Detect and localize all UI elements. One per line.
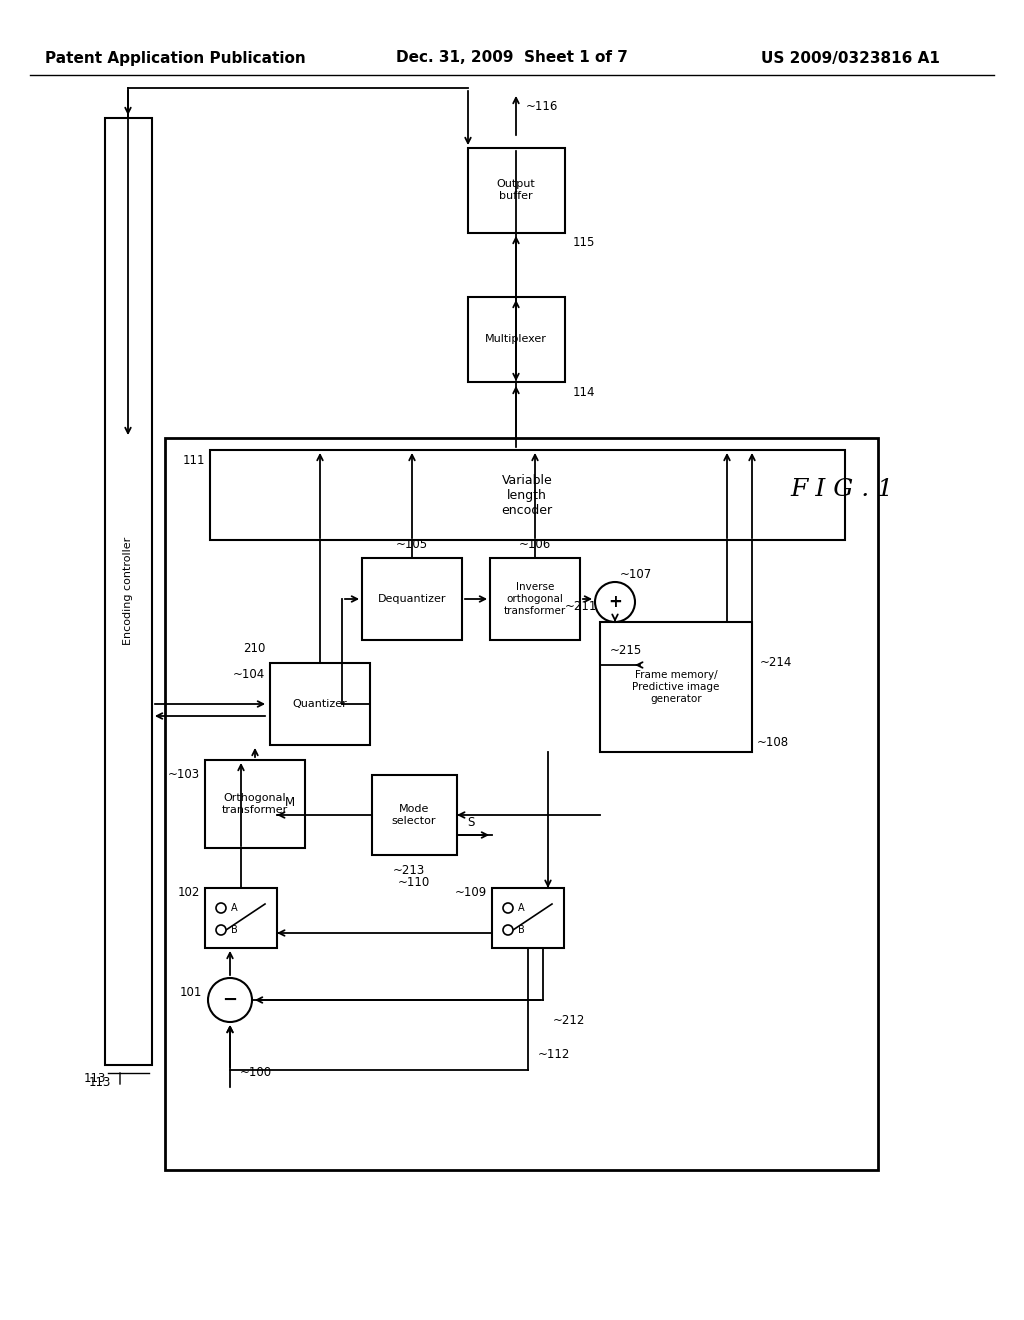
Text: Inverse
orthogonal
transformer: Inverse orthogonal transformer bbox=[504, 582, 566, 615]
Text: Frame memory/
Predictive image
generator: Frame memory/ Predictive image generator bbox=[632, 671, 720, 704]
Text: ~107: ~107 bbox=[620, 568, 652, 581]
Text: Output
buffer: Output buffer bbox=[497, 180, 536, 201]
Circle shape bbox=[503, 903, 513, 913]
Bar bbox=[105, 117, 152, 1065]
Bar bbox=[490, 558, 580, 640]
Text: US 2009/0323816 A1: US 2009/0323816 A1 bbox=[761, 50, 939, 66]
Text: 113: 113 bbox=[89, 1077, 112, 1089]
Text: −: − bbox=[222, 991, 238, 1008]
Text: A: A bbox=[518, 903, 524, 913]
Text: Dequantizer: Dequantizer bbox=[378, 594, 446, 605]
Text: 114: 114 bbox=[573, 385, 596, 399]
Bar bbox=[600, 622, 752, 752]
Circle shape bbox=[503, 925, 513, 935]
Bar bbox=[165, 438, 878, 1170]
Text: 210: 210 bbox=[243, 643, 265, 656]
Bar bbox=[205, 760, 305, 847]
Bar bbox=[270, 663, 370, 744]
Bar bbox=[362, 558, 462, 640]
Text: Patent Application Publication: Patent Application Publication bbox=[45, 50, 305, 66]
Text: 101: 101 bbox=[179, 986, 202, 998]
Bar bbox=[492, 888, 564, 948]
Text: 102: 102 bbox=[177, 887, 200, 899]
Text: ~104: ~104 bbox=[232, 668, 265, 681]
Text: ~214: ~214 bbox=[760, 656, 793, 668]
Text: ~105: ~105 bbox=[396, 537, 428, 550]
Circle shape bbox=[216, 925, 226, 935]
Text: Orthogonal
transformer: Orthogonal transformer bbox=[222, 793, 288, 814]
Bar bbox=[468, 148, 565, 234]
Text: ~212: ~212 bbox=[553, 1014, 586, 1027]
Text: ~211: ~211 bbox=[564, 601, 597, 614]
Text: A: A bbox=[231, 903, 238, 913]
Text: F I G . 1: F I G . 1 bbox=[790, 479, 893, 502]
Text: +: + bbox=[608, 593, 622, 611]
Circle shape bbox=[595, 582, 635, 622]
Text: B: B bbox=[518, 925, 524, 935]
Bar bbox=[468, 297, 565, 381]
Text: Variable
length
encoder: Variable length encoder bbox=[502, 474, 553, 516]
Text: 111: 111 bbox=[182, 454, 205, 466]
Text: Dec. 31, 2009  Sheet 1 of 7: Dec. 31, 2009 Sheet 1 of 7 bbox=[396, 50, 628, 66]
Text: ~110: ~110 bbox=[398, 876, 430, 890]
Text: Multiplexer: Multiplexer bbox=[485, 334, 547, 345]
Text: S: S bbox=[467, 817, 474, 829]
Text: ~112: ~112 bbox=[538, 1048, 570, 1061]
Text: ~108: ~108 bbox=[757, 735, 790, 748]
Text: ~215: ~215 bbox=[610, 644, 642, 657]
Text: ~100: ~100 bbox=[240, 1065, 272, 1078]
Text: M: M bbox=[285, 796, 295, 809]
Text: Mode
selector: Mode selector bbox=[392, 804, 436, 826]
Bar bbox=[205, 888, 278, 948]
Bar bbox=[372, 775, 457, 855]
Circle shape bbox=[216, 903, 226, 913]
Bar bbox=[210, 450, 845, 540]
Text: 113: 113 bbox=[84, 1072, 106, 1085]
Text: 115: 115 bbox=[573, 236, 595, 249]
Text: Quantizer: Quantizer bbox=[293, 700, 347, 709]
Text: ~109: ~109 bbox=[455, 887, 487, 899]
Text: Encoding controller: Encoding controller bbox=[123, 537, 133, 645]
Circle shape bbox=[208, 978, 252, 1022]
Text: ~103: ~103 bbox=[168, 768, 200, 781]
Text: ~116: ~116 bbox=[526, 99, 558, 112]
Text: ~213: ~213 bbox=[393, 863, 425, 876]
Text: B: B bbox=[231, 925, 238, 935]
Text: ~106: ~106 bbox=[519, 537, 551, 550]
